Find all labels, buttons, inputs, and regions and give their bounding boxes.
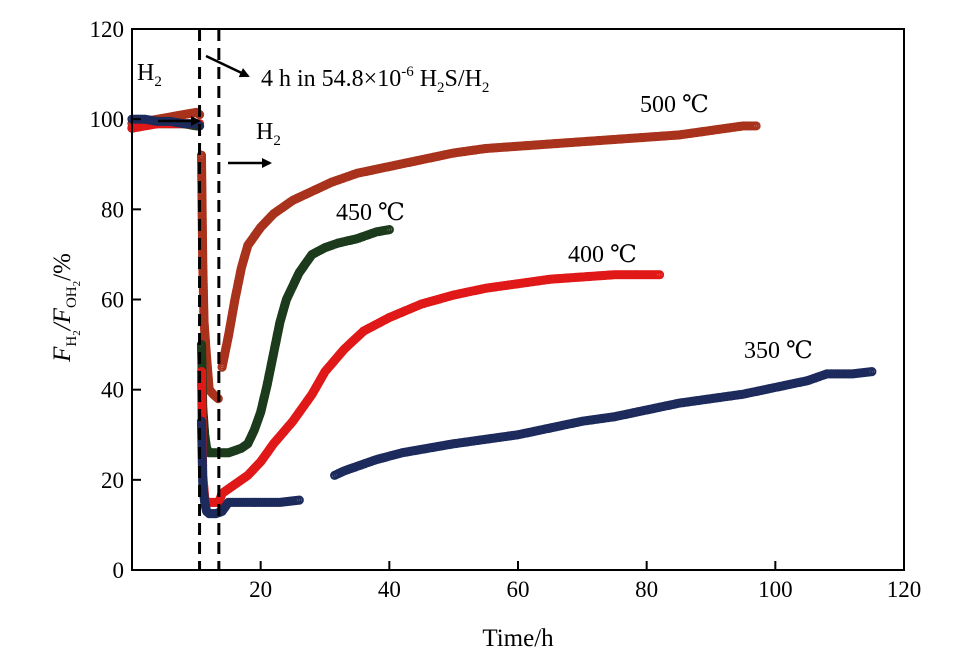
series-label-1: 450 ℃ <box>336 200 405 226</box>
arrow-layer <box>158 54 272 168</box>
ylabel-part-2b: 2 <box>71 281 83 287</box>
y-tick-label: 40 <box>101 378 124 403</box>
ylabel-part-f2: /F <box>49 307 76 332</box>
ann-h2s-part-4: S/H <box>445 66 482 92</box>
x-tick-label: 80 <box>635 577 658 602</box>
series-2-point <box>654 270 665 280</box>
series-3-point <box>294 495 304 505</box>
x-axis-ticks: 20 40 60 80 100 120 <box>249 561 921 602</box>
ann-h2s-part-1: -6 <box>401 64 414 80</box>
ann-h2s-part-3: 2 <box>437 80 445 96</box>
arrow-h2s <box>205 54 250 78</box>
ann-h2s-part-2: H <box>414 66 437 92</box>
x-tick-label: 120 <box>887 577 922 602</box>
y-tick-label: 60 <box>101 288 124 313</box>
ylabel-part-2a: 2 <box>71 330 83 336</box>
x-tick-label: 20 <box>249 577 272 602</box>
y-tick-label: 100 <box>90 107 125 132</box>
series-1-point <box>384 225 394 235</box>
ylabel-part-h: H <box>64 336 80 347</box>
plot-frame <box>131 28 905 571</box>
ylabel-part-pct: /% <box>49 253 76 281</box>
series-0-point <box>751 121 761 131</box>
ann-h2s-part-5: 2 <box>482 80 490 96</box>
y-tick-label: 0 <box>113 558 125 583</box>
series-0 <box>127 107 761 404</box>
x-tick-label: 40 <box>378 577 401 602</box>
series-label-2: 400 ℃ <box>568 242 637 268</box>
y-tick-label: 80 <box>101 197 124 222</box>
ann-h2s-part-0: 4 h in 54.8×10 <box>261 66 401 92</box>
y-axis-label: FH2/FOH2/% <box>49 253 83 363</box>
series-3-point <box>867 367 877 377</box>
y-axis-ticks: 0 20 40 60 80 100 120 <box>90 17 141 583</box>
annotation-h2s-exposure: 4 h in 54.8×10-6 H2S/H2 <box>261 64 489 96</box>
ann-h2-before-2: 2 <box>154 74 162 90</box>
x-tick-label: 60 <box>507 577 530 602</box>
y-tick-label: 120 <box>90 17 125 42</box>
ylabel-part-f1: F <box>49 346 76 363</box>
ann-h2-after-2: 2 <box>273 133 281 149</box>
y-tick-label: 20 <box>101 468 124 493</box>
annotation-h2-before: H2 <box>137 60 162 90</box>
series-labels: 500 ℃ 450 ℃ 400 ℃ 350 ℃ <box>336 92 813 364</box>
series-label-3: 350 ℃ <box>744 338 813 364</box>
series-2 <box>127 119 665 507</box>
series-layer <box>127 107 877 519</box>
x-axis-label: Time/h <box>482 625 554 652</box>
x-tick-label: 100 <box>758 577 793 602</box>
annotation-h2-after: H2 <box>256 119 281 149</box>
series-3 <box>127 114 877 519</box>
ann-h2-before-h: H <box>137 60 154 86</box>
series-label-0: 500 ℃ <box>640 92 709 118</box>
ylabel-part-oh: OH <box>64 286 80 308</box>
ann-h2-after-h: H <box>256 119 273 145</box>
vline-layer <box>198 29 221 570</box>
